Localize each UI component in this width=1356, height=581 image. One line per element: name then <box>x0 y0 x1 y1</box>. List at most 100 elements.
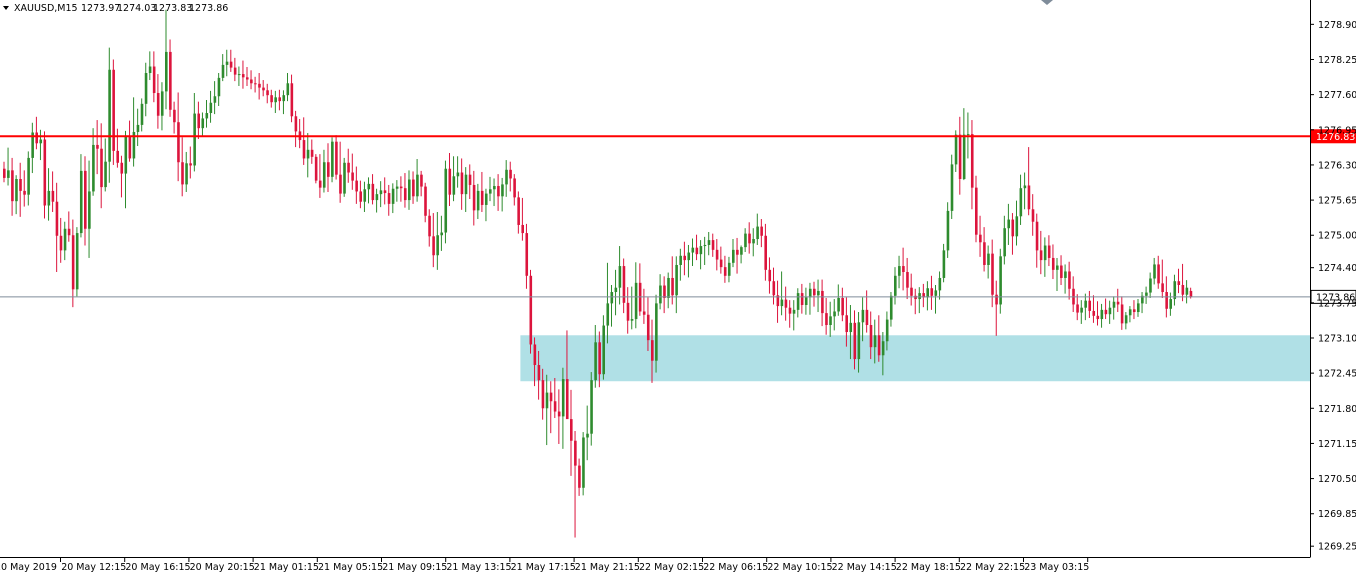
candle <box>845 297 848 347</box>
candle-body <box>1128 309 1132 316</box>
candle-body <box>849 322 853 333</box>
candle-body <box>602 325 605 375</box>
candle <box>776 280 780 323</box>
candle <box>906 257 909 300</box>
candle <box>302 117 306 165</box>
candle-body <box>1023 185 1027 189</box>
candle-body <box>727 262 731 276</box>
x-tick-label: 21 May 13:15 <box>446 562 511 573</box>
candle-body <box>966 134 970 136</box>
candle-body <box>509 169 512 179</box>
candle <box>343 157 346 197</box>
candle <box>1100 303 1104 328</box>
candle-body <box>452 176 456 195</box>
candle <box>1145 286 1148 304</box>
candle <box>7 147 10 186</box>
candle <box>35 116 38 150</box>
candle <box>1047 235 1051 267</box>
candle <box>565 330 569 420</box>
candle <box>412 171 415 204</box>
candle-body <box>460 172 464 195</box>
candle-body <box>711 240 715 250</box>
candle-body <box>950 164 954 211</box>
candle <box>780 271 784 316</box>
candle-body <box>821 290 824 314</box>
candle <box>1015 200 1019 246</box>
candle-body <box>489 189 492 194</box>
candle <box>513 174 516 206</box>
candle-body <box>679 255 682 265</box>
x-tick-label: 20 May 16:15 <box>125 562 190 573</box>
candle-body <box>618 266 622 288</box>
candle-body <box>946 210 950 251</box>
candle-body <box>140 103 144 125</box>
candle <box>529 269 533 354</box>
candle-body <box>691 247 695 253</box>
candle <box>1161 259 1164 298</box>
candle <box>869 311 873 360</box>
candle-body <box>570 419 573 441</box>
candle-body <box>995 294 998 305</box>
candle-body <box>630 319 634 321</box>
candle-body <box>756 226 759 240</box>
candle-body <box>493 186 496 190</box>
candle-body <box>1185 287 1189 295</box>
candle-body <box>468 174 472 185</box>
candle <box>1177 268 1181 294</box>
demand-zone[interactable] <box>520 335 1310 382</box>
candle <box>367 177 371 204</box>
candle <box>92 128 95 196</box>
candle <box>128 120 132 162</box>
candle-body <box>732 249 735 263</box>
x-tick-label: 22 May 18:15 <box>896 562 961 573</box>
candle <box>691 238 695 267</box>
candle <box>1051 244 1055 280</box>
candle <box>991 239 994 308</box>
candle <box>124 130 128 209</box>
candle <box>1076 294 1079 321</box>
candle <box>521 197 524 241</box>
candle-body <box>456 172 460 177</box>
candle <box>359 180 362 209</box>
candle-body <box>574 440 577 466</box>
candle-body <box>1108 307 1112 315</box>
candle <box>914 288 917 315</box>
candle-body <box>521 224 524 234</box>
candle <box>1112 296 1116 320</box>
candle-body <box>804 297 808 305</box>
candle-body <box>614 287 618 293</box>
candle <box>96 120 99 175</box>
candle-body <box>736 249 739 255</box>
candle <box>788 300 792 328</box>
candle <box>800 283 804 314</box>
chart-shift-marker-icon[interactable] <box>1041 0 1053 5</box>
candle <box>55 182 59 273</box>
candle <box>1153 257 1156 285</box>
candle <box>221 54 225 82</box>
candle <box>760 219 763 248</box>
candle <box>918 287 921 314</box>
candle-body <box>1007 219 1010 229</box>
candle-body <box>999 256 1002 305</box>
candle <box>237 66 241 86</box>
candle <box>804 287 808 315</box>
candle <box>189 146 192 179</box>
candle <box>752 228 755 257</box>
candle <box>861 297 865 342</box>
candle-body <box>322 162 326 188</box>
candle <box>756 213 759 245</box>
symbol-dropdown-icon[interactable] <box>3 6 9 10</box>
candle-body <box>355 180 358 192</box>
candle-body <box>590 380 593 434</box>
candle <box>910 273 913 306</box>
candle-body <box>339 174 342 194</box>
candle <box>371 174 375 205</box>
candle <box>31 122 34 174</box>
candle-body <box>225 61 229 65</box>
header-high: 1274.03 <box>117 3 156 14</box>
candle-body <box>359 191 362 202</box>
candle-body <box>1056 265 1059 270</box>
candle-body <box>1051 257 1055 270</box>
